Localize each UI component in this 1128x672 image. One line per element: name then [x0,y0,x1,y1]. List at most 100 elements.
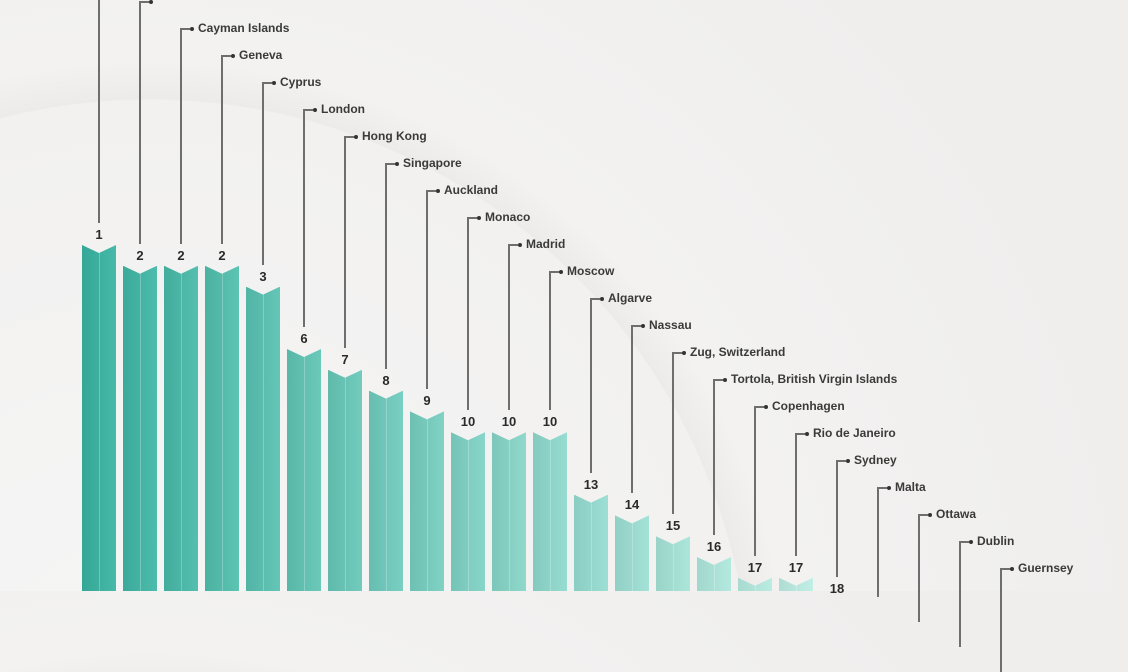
leader-line [672,352,682,354]
rank-label: 3 [259,268,267,284]
leader-dot [272,81,276,85]
bar [779,577,813,591]
leader-line [1000,568,1010,570]
leader-line [754,406,756,556]
rank-chart: 1 2 2 Cayman Islands 2 Geneva 3 Cyprus 6 London 7 H… [82,0,1074,672]
leader-dot [1010,567,1014,571]
city-label: Guernsey [1018,561,1074,575]
leader-line [549,271,551,411]
rank-label: 2 [218,247,226,263]
leader-line [959,541,969,543]
bar [123,265,157,591]
city-label: Cyprus [280,75,322,89]
leader-dot [231,54,235,58]
leader-line [344,136,346,348]
leader-line [385,163,395,165]
rank-label: 2 [136,247,144,263]
city-label: Dublin [977,534,1015,548]
leader-line [631,325,633,494]
rank-label: 18 [829,580,845,596]
bar [615,515,649,591]
city-label: Cayman Islands [198,21,290,35]
leader-line [180,28,182,244]
leader-line [221,55,223,244]
leader-dot [600,297,604,301]
city-label: Malta [895,480,926,494]
leader-line [754,406,764,408]
leader-line [836,460,838,577]
bar [164,265,198,591]
leader-line [672,352,674,515]
city-label: Sydney [854,453,897,467]
leader-dot [559,270,563,274]
leader-line [508,244,518,246]
leader-line [98,0,100,223]
city-label: Ottawa [936,507,977,521]
leader-line [590,298,600,300]
leader-dot [805,432,809,436]
city-label: Moscow [567,264,615,278]
bar [287,349,321,591]
city-label: Algarve [608,291,653,305]
bar [82,245,116,591]
leader-line [426,190,436,192]
bar [738,577,772,591]
leader-line [344,136,354,138]
leader-dot [477,216,481,220]
city-label: Zug, Switzerland [690,345,786,359]
leader-line [713,379,723,381]
leader-line [467,217,469,411]
leader-line [221,55,231,57]
leader-line [918,514,928,516]
leader-dot [518,243,522,247]
bar [246,286,280,591]
bar [492,432,526,591]
leader-line [385,163,387,369]
rank-label: 13 [583,476,599,492]
leader-line [303,109,313,111]
leader-line [795,433,797,556]
leader-dot [313,108,317,112]
rank-label: 16 [706,539,722,554]
city-label: Nassau [649,318,692,332]
city-label: Monaco [485,210,531,224]
leader-dot [928,513,932,517]
rank-label: 10 [501,414,517,430]
leader-line [262,82,272,84]
rank-label: 8 [382,372,390,388]
leader-line [262,82,264,265]
leader-line [180,28,190,30]
leader-line [303,109,305,327]
city-label: Rio de Janeiro [813,426,896,440]
bar [328,369,362,591]
rank-label: 9 [423,393,431,409]
leader-dot [354,135,358,139]
bar [697,557,731,591]
city-label: Copenhagen [772,399,845,413]
leader-dot [723,378,727,382]
rank-label: 2 [177,247,185,263]
rank-label: 15 [665,518,681,534]
rank-label: 7 [341,351,349,367]
leader-line [713,379,715,535]
leader-line [959,541,961,648]
leader-dot [190,27,194,31]
city-label: Singapore [403,156,462,170]
leader-line [139,1,149,3]
leader-dot [641,324,645,328]
city-label: Tortola, British Virgin Islands [731,372,898,386]
leader-line [877,487,879,598]
leader-dot [436,189,440,193]
rank-label: 14 [624,497,640,513]
bar [656,536,690,591]
bar [410,411,444,591]
bar [451,432,485,591]
leader-line [877,487,887,489]
rank-label: 17 [747,559,763,575]
leader-line [426,190,428,390]
leader-line [590,298,592,473]
leader-line [631,325,641,327]
rank-label: 6 [300,331,308,346]
leader-dot [682,351,686,355]
rank-label: 10 [460,414,476,430]
